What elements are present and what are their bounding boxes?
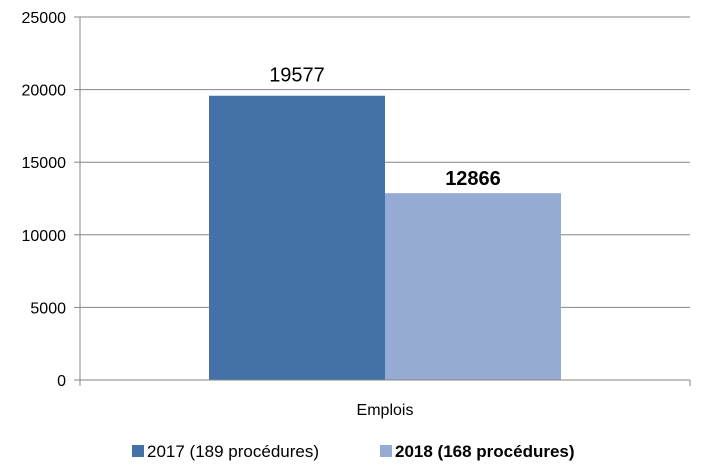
y-tick-label: 0	[57, 373, 66, 390]
y-tick-label: 25000	[22, 10, 67, 27]
bar-1	[209, 95, 385, 381]
y-tick-labels: 0 5000 10000 15000 20000 25000	[22, 10, 67, 390]
y-tick-label: 5000	[30, 300, 66, 317]
bar-2	[385, 193, 561, 380]
bars	[209, 95, 561, 381]
legend: 2017 (189 procédures) 2018 (168 procédure…	[132, 442, 575, 461]
x-category-labels: Emplois	[357, 402, 414, 419]
y-tick-label: 10000	[22, 228, 67, 245]
data-labels: 19577 12866	[269, 65, 501, 190]
data-label: 19577	[269, 65, 325, 87]
y-tick-label: 15000	[22, 155, 67, 172]
y-tick-label: 20000	[22, 83, 67, 100]
axes	[74, 16, 691, 386]
legend-label: 2018 (168 procédures)	[395, 442, 575, 461]
data-label: 12866	[445, 168, 501, 190]
legend-label: 2017 (189 procédures)	[147, 442, 319, 461]
x-category-label: Emplois	[357, 402, 414, 419]
legend-swatch	[380, 445, 392, 457]
legend-swatch	[132, 445, 144, 457]
